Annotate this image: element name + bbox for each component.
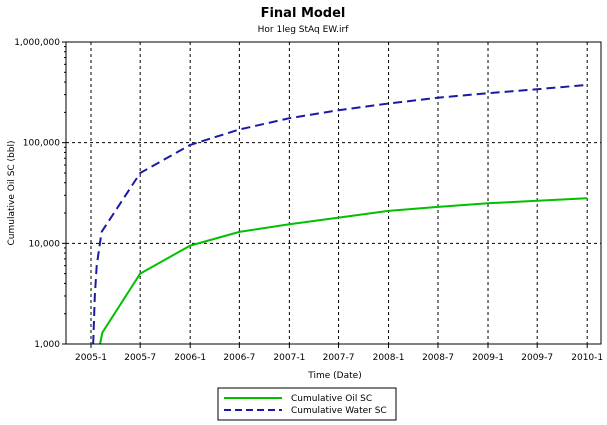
y-tick-label: 10,000 <box>29 239 61 249</box>
grid-lines <box>66 42 601 344</box>
x-tick-label: 2008-7 <box>422 353 454 363</box>
legend-label-oil: Cumulative Oil SC <box>291 394 372 404</box>
x-axis-label: Time (Date) <box>307 371 361 381</box>
x-axis-ticks: 2005-1 2005-7 2006-1 2006-7 2007-1 2007-7 2008… <box>75 344 603 363</box>
x-tick-label: 2005-1 <box>75 353 107 363</box>
x-tick-label: 2010-1 <box>571 353 603 363</box>
legend-box <box>217 387 397 421</box>
x-tick-label: 2007-1 <box>273 353 305 363</box>
chart-title: Final Model <box>261 6 346 21</box>
y-tick-label: 100,000 <box>23 139 60 149</box>
y-axis-label: Cumulative Oil SC (bbl) <box>7 141 17 246</box>
y-tick-label: 1,000,000 <box>14 38 60 48</box>
x-tick-label: 2008-1 <box>373 353 405 363</box>
plot-frame <box>65 41 602 345</box>
x-tick-label: 2009-7 <box>521 353 553 363</box>
y-tick-label: 1,000 <box>34 340 60 350</box>
legend-label-water: Cumulative Water SC <box>291 406 387 416</box>
legend: Cumulative Oil SC Cumulative Water SC <box>217 387 397 421</box>
x-tick-label: 2009-1 <box>472 353 504 363</box>
chart-subtitle: Hor 1leg StAq EW.irf <box>258 25 350 35</box>
x-tick-label: 2006-1 <box>174 353 206 363</box>
series-line-water <box>92 83 588 345</box>
x-tick-label: 2006-7 <box>223 353 255 363</box>
y-axis-ticks: 1,000 10,000 100,000 1,000,000 <box>14 38 66 350</box>
x-tick-label: 2005-7 <box>124 353 156 363</box>
x-tick-label: 2007-7 <box>323 353 355 363</box>
series-layer <box>92 83 588 345</box>
series-line-oil <box>99 197 588 345</box>
